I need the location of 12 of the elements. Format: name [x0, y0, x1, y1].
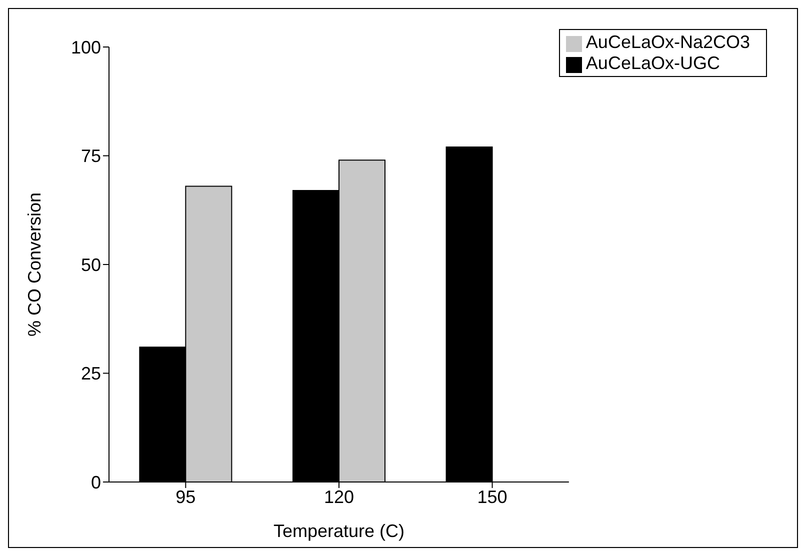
y-tick-label: 50 [80, 254, 101, 275]
x-tick-label: 120 [324, 486, 354, 507]
x-tick-label: 150 [477, 486, 508, 507]
y-tick-label: 25 [80, 364, 101, 384]
x-axis-title: Temperature (C) [273, 521, 404, 541]
x-tick-label: 95 [176, 486, 196, 507]
y-tick-label: 0 [90, 472, 101, 492]
y-axis-title: % CO Conversion [24, 192, 44, 337]
legend-label: AuCeLaOx-UGC [586, 53, 720, 73]
y-tick-label: 100 [70, 37, 101, 58]
y-tick-label: 75 [80, 146, 101, 166]
legend-label: AuCeLaOx-Na2CO3 [586, 32, 750, 52]
